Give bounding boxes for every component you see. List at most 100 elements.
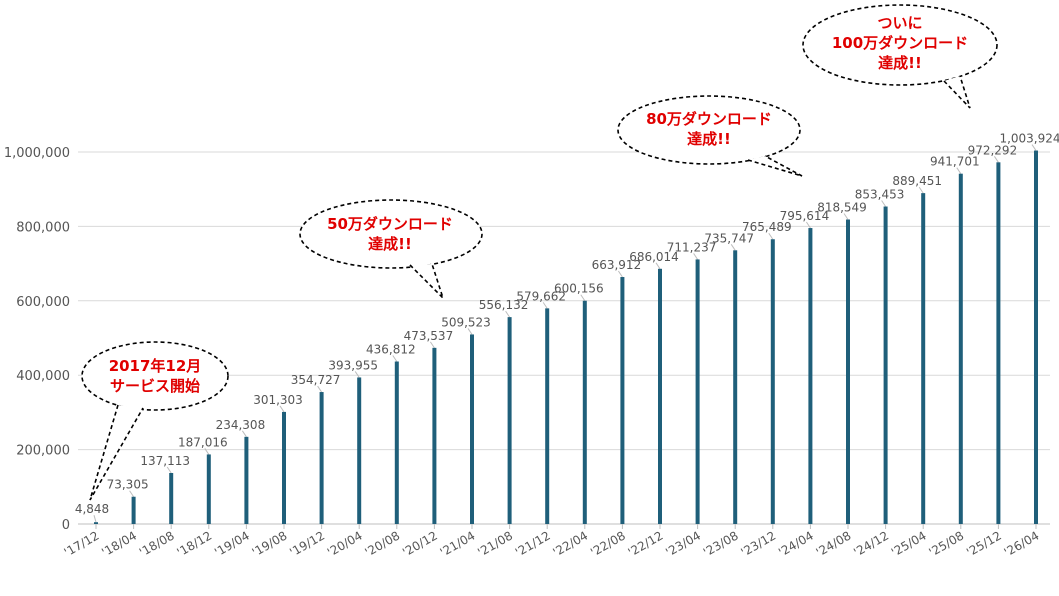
bar — [1034, 150, 1038, 524]
y-tick-label: 400,000 — [16, 369, 70, 384]
x-tick-label: '21/08 — [475, 528, 515, 559]
x-tick-label: '22/04 — [550, 528, 590, 559]
callout-line: 80万ダウンロード — [646, 110, 772, 128]
callout-line: 100万ダウンロード — [831, 34, 969, 52]
bar — [770, 239, 775, 524]
x-tick-label: '23/04 — [663, 528, 703, 559]
value-label: 686,014 — [629, 250, 679, 264]
bar — [545, 308, 550, 524]
value-label: 765,489 — [742, 220, 792, 234]
bar — [695, 259, 700, 524]
callout-bubble — [299, 199, 483, 269]
value-label: 301,303 — [253, 393, 303, 407]
callout-line: 50万ダウンロード — [327, 215, 453, 233]
bar — [94, 522, 98, 524]
x-tick-label: '18/12 — [174, 528, 214, 559]
bar — [733, 250, 738, 524]
value-label: 354,727 — [291, 373, 341, 387]
leader-line — [918, 186, 924, 194]
leader-line — [655, 262, 661, 270]
x-tick-label: '20/12 — [400, 528, 440, 559]
bar — [206, 454, 211, 524]
value-label: 556,132 — [479, 298, 529, 312]
value-label: 234,308 — [216, 418, 266, 432]
x-tick-label: '25/12 — [964, 528, 1004, 559]
leader-line — [580, 294, 586, 302]
value-label: 818,549 — [817, 200, 867, 214]
value-label: 187,016 — [178, 435, 228, 449]
bar — [507, 317, 512, 524]
leader-line — [354, 371, 360, 378]
leader-line — [241, 430, 247, 438]
bar — [658, 268, 662, 524]
x-tick-label: '21/04 — [438, 528, 478, 559]
bar — [582, 300, 587, 524]
bar — [282, 411, 286, 524]
bar — [470, 334, 474, 524]
callout-line: 達成!! — [687, 130, 731, 148]
bars — [94, 150, 1038, 525]
x-tick-label: '24/08 — [814, 528, 854, 559]
callout-line: 2017年12月 — [108, 357, 202, 375]
leader-line — [730, 244, 736, 251]
leader-line — [204, 448, 210, 455]
callout-bubble — [802, 4, 998, 86]
y-tick-label: 600,000 — [16, 295, 70, 310]
value-label: 393,955 — [328, 358, 378, 372]
gridlines — [78, 151, 1050, 525]
bar — [244, 436, 249, 524]
callout-bubble — [81, 341, 229, 411]
bar — [808, 228, 813, 524]
callout-line: 達成!! — [368, 235, 412, 253]
bar — [131, 496, 136, 524]
leader-line — [505, 310, 511, 318]
leader-line — [166, 466, 172, 474]
leader-line — [279, 405, 285, 413]
value-label: 600,156 — [554, 282, 604, 296]
label-leader-lines — [93, 144, 1037, 523]
x-tick-label: '25/04 — [889, 528, 929, 559]
callout-line: ついに — [877, 14, 923, 32]
value-label: 436,812 — [366, 343, 416, 357]
value-label: 941,701 — [930, 155, 980, 169]
leader-line — [617, 270, 623, 278]
value-label: 1,003,924 — [999, 132, 1059, 146]
callout-bubble — [617, 95, 801, 165]
x-tick-label: '20/04 — [325, 528, 365, 559]
x-tick-label: '20/08 — [362, 528, 402, 559]
y-tick-label: 0 — [62, 518, 70, 533]
y-tick-label: 200,000 — [16, 444, 70, 459]
callout-800k-downloads: 80万ダウンロード 達成!! — [624, 106, 794, 152]
leader-line — [881, 200, 887, 207]
leader-line — [392, 355, 398, 362]
value-label: 137,113 — [140, 454, 190, 468]
value-label: 972,292 — [968, 143, 1018, 157]
leader-line — [693, 253, 699, 260]
x-axis: '17/12'18/04'18/08'18/12'19/04'19/08'19/… — [62, 524, 1042, 560]
value-label: 711,237 — [667, 240, 717, 254]
leader-line — [768, 232, 774, 240]
bar — [996, 162, 1001, 524]
x-tick-label: '18/04 — [99, 528, 139, 559]
x-tick-label: '19/12 — [287, 528, 327, 559]
leader-line — [542, 302, 548, 309]
x-tick-label: '23/08 — [701, 528, 741, 559]
value-label: 663,912 — [592, 258, 642, 272]
y-tick-label: 1,000,000 — [4, 146, 70, 161]
x-tick-label: '18/08 — [137, 528, 177, 559]
value-label: 579,662 — [516, 289, 566, 303]
y-tick-label: 800,000 — [16, 220, 70, 235]
value-label: 73,305 — [107, 478, 149, 492]
bar — [883, 206, 888, 524]
callout-tail — [409, 263, 444, 299]
value-label: 853,453 — [855, 188, 905, 202]
value-label: 4,848 — [75, 502, 109, 516]
leader-line — [956, 167, 962, 174]
callout-line: 達成!! — [878, 54, 922, 72]
value-label: 889,451 — [892, 174, 942, 188]
leader-line — [429, 341, 435, 349]
bar — [620, 277, 625, 524]
x-tick-label: '22/12 — [626, 528, 666, 559]
x-tick-label: '22/08 — [588, 528, 628, 559]
leader-line — [467, 328, 473, 335]
